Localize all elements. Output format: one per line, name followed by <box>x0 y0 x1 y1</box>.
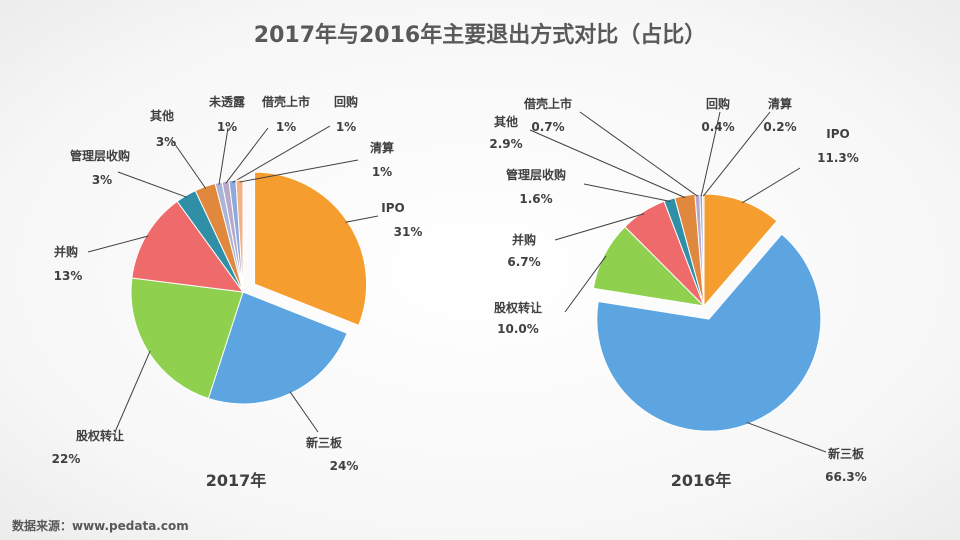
slice-value-label: 0.2% <box>763 120 796 134</box>
slice-name-label: 管理层收购 <box>70 148 130 163</box>
slice-name-label: 并购 <box>54 244 78 259</box>
slice-value-label: 1% <box>336 120 356 134</box>
slice-name-label: 并购 <box>512 232 536 247</box>
slice-name-label: 股权转让 <box>494 300 542 315</box>
slice-name-label: 借壳上市 <box>523 96 572 111</box>
slice-value-label: 22% <box>52 452 81 466</box>
slice-name-label: 股权转让 <box>76 428 124 443</box>
leader-line-1-6 <box>579 111 698 197</box>
slice-value-label: 13% <box>54 269 83 283</box>
slice-name-label: IPO <box>826 127 849 141</box>
slice-value-label: 1% <box>217 120 237 134</box>
slice-value-label: 6.7% <box>507 255 540 269</box>
slice-name-label: 新三板 <box>828 446 865 461</box>
leader-line-0-7 <box>225 127 269 184</box>
pie-slice-0-9 <box>235 179 244 293</box>
slice-name-label: 其他 <box>150 108 174 123</box>
leader-line-1-8 <box>702 111 771 197</box>
slice-value-label: 1.6% <box>519 192 552 206</box>
slice-value-label: 3% <box>92 173 112 187</box>
leader-line-0-4 <box>117 171 188 198</box>
slice-value-label: 1% <box>276 120 296 134</box>
slice-value-label: 2.9% <box>489 137 522 151</box>
leader-line-0-6 <box>218 127 229 185</box>
slice-value-label: 1% <box>372 165 392 179</box>
slice-value-label: 11.3% <box>817 151 859 165</box>
slice-value-label: 0.7% <box>531 120 564 134</box>
slice-name-label: 清算 <box>768 96 792 111</box>
year-label-2017: 2017年 <box>206 471 267 490</box>
slice-value-label: 3% <box>156 135 176 149</box>
chart-title: 2017年与2016年主要退出方式对比（占比） <box>254 22 706 48</box>
pie-slice-1-1 <box>596 233 822 432</box>
leader-line-0-1 <box>289 391 319 433</box>
slice-name-label: 未透露 <box>208 94 246 109</box>
slice-value-label: 10.0% <box>497 322 539 336</box>
slice-value-label: 24% <box>330 459 359 473</box>
pie-slice-0-0 <box>254 171 368 327</box>
leader-line-1-5 <box>529 129 686 199</box>
leader-line-1-0 <box>741 167 801 204</box>
pie-slice-0-2 <box>130 277 244 400</box>
leader-line-1-4 <box>583 183 671 202</box>
data-source: 数据来源：www.pedata.com <box>12 518 189 533</box>
leader-line-1-1 <box>746 421 827 453</box>
slice-name-label: 清算 <box>370 140 394 155</box>
leader-line-0-0 <box>345 215 379 223</box>
slice-name-label: 回购 <box>334 94 358 109</box>
slice-name-label: 管理层收购 <box>506 167 566 182</box>
pie-slice-0-3 <box>131 200 245 293</box>
slice-name-label: 借壳上市 <box>261 94 310 109</box>
slice-name-label: IPO <box>381 201 404 215</box>
slice-name-label: 回购 <box>706 96 730 111</box>
slice-name-label: 其他 <box>494 114 518 129</box>
leader-line-1-7 <box>700 111 721 197</box>
leader-line-0-3 <box>87 235 149 253</box>
pie-chart-2016: IPO 11.3% 新三板 66.3% 股权转让 10.0% 并购 6.7% 管理层收购 1.6%… <box>489 96 866 484</box>
pie-chart-2017: IPO 31% 新三板 24% 股权转让 22% 并购 13% 管理层收购 3% 其他 3% 未透露 1%… <box>52 94 423 473</box>
leader-line-1-2 <box>564 255 607 313</box>
leader-line-0-8 <box>232 125 331 183</box>
leader-line-0-2 <box>114 350 151 433</box>
slice-value-label: 66.3% <box>825 470 867 484</box>
slice-value-label: 31% <box>394 225 423 239</box>
pie-slice-1-0 <box>703 193 778 308</box>
leader-line-1-3 <box>554 213 645 241</box>
slice-name-label: 新三板 <box>306 435 343 450</box>
leader-line-0-5 <box>171 139 207 189</box>
pie-slice-1-8 <box>702 193 705 307</box>
year-label-2016: 2016年 <box>671 471 732 490</box>
leader-line-0-9 <box>239 159 359 183</box>
slice-value-label: 0.4% <box>701 120 734 134</box>
